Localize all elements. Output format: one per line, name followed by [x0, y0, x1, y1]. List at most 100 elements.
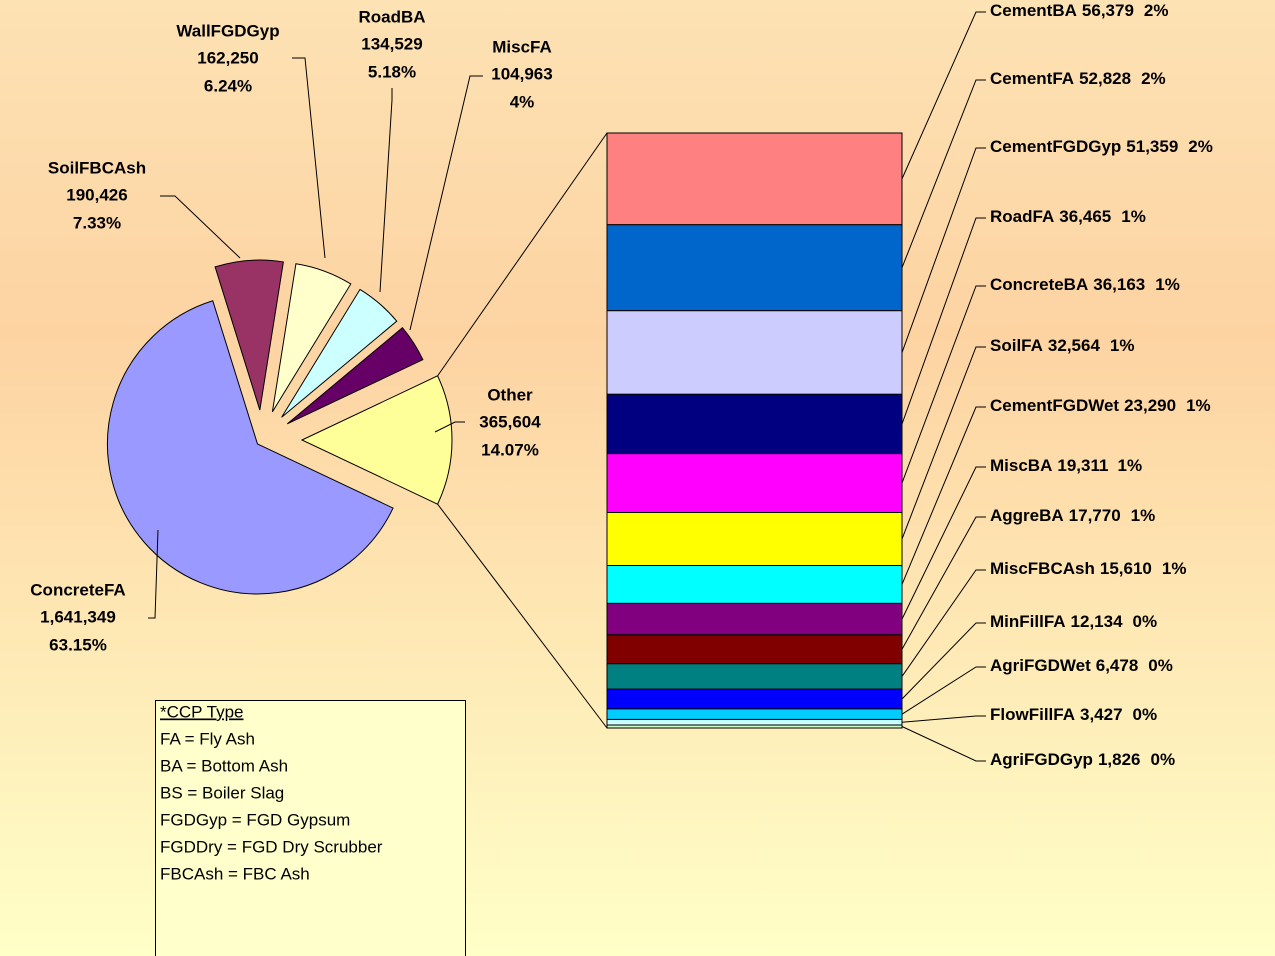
pie-slice [271, 263, 352, 413]
bar-percent-label: 0% [1133, 612, 1158, 631]
bar-value-label: 19,311 [1057, 456, 1108, 475]
pie-slice [214, 259, 284, 411]
pie-percent-label: 7.33% [73, 213, 121, 232]
bar-segment [606, 393, 903, 455]
pie-value-label: 365,604 [479, 412, 541, 431]
pie-slice [106, 300, 394, 595]
bar-segment [606, 224, 903, 312]
bar-label: SoilFA 32,564 1% [990, 336, 1134, 355]
pie-value-label: 104,963 [491, 64, 552, 83]
bar-value-label: 52,828 [1079, 69, 1131, 88]
bar-label-name: FlowFillFA [990, 705, 1075, 724]
leader-line [148, 529, 159, 619]
leader-line [901, 666, 986, 715]
bar-percent-label: 2% [1141, 69, 1166, 88]
bar-percent-label: 1% [1110, 336, 1135, 355]
pie-label-name: SoilFBCAsh [48, 158, 146, 177]
leader-line [901, 726, 986, 762]
bar-label-name: MiscFBCAsh [990, 559, 1095, 578]
bar-percent-label: 1% [1186, 396, 1211, 415]
bar-segment [606, 634, 903, 665]
bar-label: CementBA 56,379 2% [990, 1, 1168, 20]
bar-label-name: CementBA [990, 1, 1077, 20]
bar-label-name: SoilFA [990, 336, 1043, 355]
bar-label-name: CementFA [990, 69, 1074, 88]
bar-value-label: 3,427 [1080, 705, 1123, 724]
bar-segment [606, 602, 903, 636]
bar-value-label: 56,379 [1082, 1, 1134, 20]
bar-percent-label: 0% [1151, 750, 1176, 769]
connector-line [437, 132, 608, 377]
bar-segment [606, 453, 903, 514]
note-line: FGDDry = FGD Dry Scrubber [160, 837, 383, 856]
bar-label-name: AgriFGDWet [990, 656, 1091, 675]
pie-label-name: RoadBA [358, 7, 425, 26]
pie-value-label: 162,250 [197, 48, 258, 67]
note-line: BA = Bottom Ash [160, 756, 288, 775]
note-line: BS = Boiler Slag [160, 783, 284, 802]
pie-slice [281, 288, 398, 418]
bar-value-label: 17,770 [1069, 506, 1121, 525]
leader-line [901, 217, 986, 425]
leader-line [901, 147, 986, 353]
bar-value-label: 51,359 [1126, 137, 1178, 156]
bar-label: ConcreteBA 36,163 1% [990, 275, 1180, 294]
bar-value-label: 15,610 [1100, 559, 1152, 578]
bar-label-name: CementFGDWet [990, 396, 1119, 415]
bar-label: AgriFGDGyp 1,826 0% [990, 750, 1175, 769]
leader-line [901, 346, 986, 540]
note-title: *CCP Type [160, 702, 243, 721]
bar-value-label: 36,465 [1059, 207, 1111, 226]
pie-percent-label: 6.24% [204, 76, 252, 95]
bar-percent-label: 0% [1133, 705, 1158, 724]
note-box [155, 700, 466, 956]
bar-label: RoadFA 36,465 1% [990, 207, 1146, 226]
bar-segment [606, 132, 903, 226]
bar-segment [606, 688, 903, 710]
bar-label-name: RoadFA [990, 207, 1054, 226]
leader-line [901, 466, 986, 620]
connector-line [437, 503, 608, 729]
leader-line [901, 11, 986, 180]
pie-value-label: 1,641,349 [40, 607, 116, 626]
pie-percent-label: 4% [510, 92, 535, 111]
bar-value-label: 12,134 [1071, 612, 1124, 631]
pie-slice [286, 327, 424, 425]
leader-line [901, 406, 986, 585]
bar-percent-label: 1% [1155, 275, 1180, 294]
bar-label-name: AggreBA [990, 506, 1064, 525]
leader-line [901, 569, 986, 677]
bar-value-label: 36,163 [1093, 275, 1145, 294]
bar-value-label: 6,478 [1096, 656, 1139, 675]
bar-label: MiscBA 19,311 1% [990, 456, 1142, 475]
bar-label: MinFillFA 12,134 0% [990, 612, 1157, 631]
leader-line [160, 195, 241, 259]
bar-label: CementFGDGyp 51,359 2% [990, 137, 1213, 156]
bar-percent-label: 1% [1162, 559, 1187, 578]
bar-segment [606, 724, 903, 729]
pie-percent-label: 5.18% [368, 62, 416, 81]
bar-label: AgriFGDWet 6,478 0% [990, 656, 1173, 675]
leader-line [901, 79, 986, 268]
leader-line [409, 75, 483, 331]
bar-label-name: ConcreteBA [990, 275, 1088, 294]
bar-label: MiscFBCAsh 15,610 1% [990, 559, 1186, 578]
bar-value-label: 23,290 [1124, 396, 1176, 415]
bar-label-name: AgriFGDGyp [990, 750, 1093, 769]
note-line: FA = Fly Ash [160, 729, 255, 748]
bar-label: AggreBA 17,770 1% [990, 506, 1155, 525]
bar-label-name: MinFillFA [990, 612, 1066, 631]
bar-percent-label: 2% [1144, 1, 1169, 20]
leader-line [292, 57, 326, 259]
leader-line [901, 516, 986, 650]
bar-label: FlowFillFA 3,427 0% [990, 705, 1157, 724]
leader-line [901, 715, 986, 723]
pie-percent-label: 14.07% [481, 440, 539, 459]
bar-segment [606, 718, 903, 726]
bar-percent-label: 1% [1117, 456, 1142, 475]
leader-line [901, 622, 986, 700]
bar-label-name: CementFGDGyp [990, 137, 1121, 156]
pie-value-label: 134,529 [361, 34, 422, 53]
leader-line [901, 285, 986, 484]
